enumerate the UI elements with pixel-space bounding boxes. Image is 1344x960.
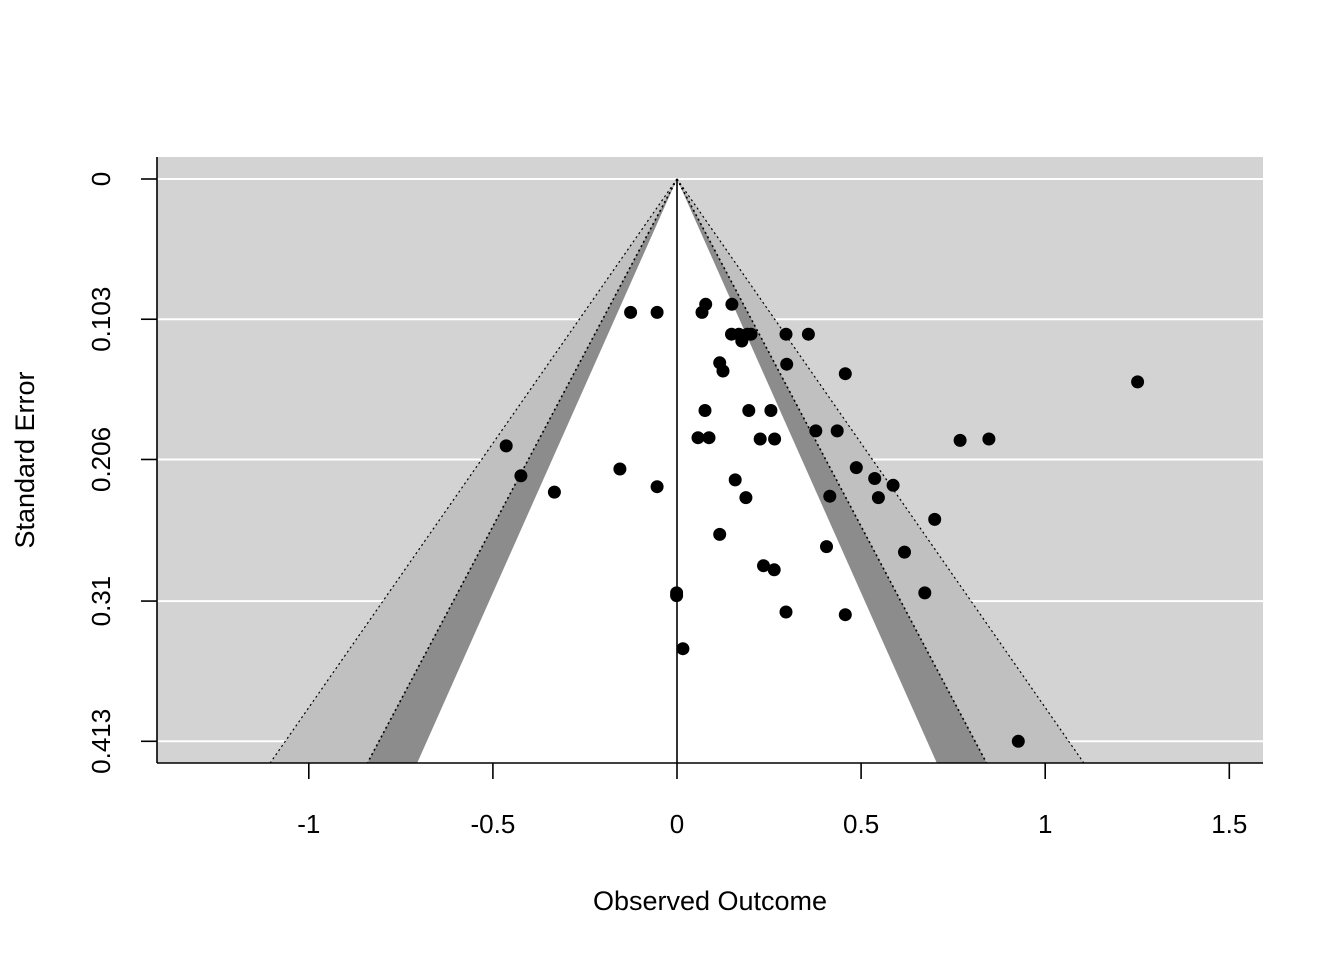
data-point-33 (728, 473, 742, 487)
x-tick-label-4: 1 (1038, 809, 1052, 839)
data-point-39 (871, 491, 885, 505)
data-point-42 (820, 540, 833, 554)
data-point-9 (735, 334, 749, 348)
data-point-46 (918, 586, 932, 600)
data-point-3 (699, 297, 713, 311)
data-point-26 (953, 433, 967, 447)
data-point-0 (624, 305, 638, 319)
data-point-23 (768, 432, 782, 446)
data-point-1 (650, 305, 664, 319)
x-tick-label-2: 0 (670, 809, 684, 839)
data-point-44 (757, 559, 770, 573)
data-point-13 (716, 364, 730, 378)
data-point-8 (744, 327, 758, 341)
data-point-32 (650, 480, 664, 494)
data-point-35 (849, 461, 863, 475)
data-point-17 (698, 404, 712, 417)
data-point-36 (868, 472, 882, 485)
data-point-10 (779, 327, 793, 341)
data-point-37 (886, 478, 900, 492)
data-point-40 (928, 512, 942, 526)
data-point-48 (670, 589, 684, 603)
data-point-21 (702, 431, 716, 445)
data-point-41 (713, 527, 727, 541)
x-tick-label-1: -0.5 (470, 809, 515, 839)
outer-line-left (269, 178, 678, 763)
x-axis-title: Observed Outcome (593, 886, 827, 916)
y-tick-label-4: 0.413 (86, 709, 116, 774)
data-point-31 (613, 462, 627, 476)
y-axis-title: Standard Error (10, 371, 40, 548)
data-point-16 (1131, 375, 1145, 389)
data-point-45 (767, 563, 781, 577)
data-point-28 (499, 439, 513, 453)
data-point-50 (838, 608, 852, 622)
data-point-4 (725, 297, 739, 311)
data-point-34 (739, 491, 753, 505)
data-point-27 (982, 432, 996, 446)
data-point-20 (691, 431, 705, 445)
data-point-38 (823, 489, 837, 503)
y-tick-label-2: 0.206 (86, 427, 116, 492)
x-tick-label-5: 1.5 (1211, 809, 1247, 839)
y-tick-label-0: 0 (86, 172, 116, 186)
y-tick-label-1: 0.103 (86, 287, 116, 352)
data-point-19 (764, 404, 778, 417)
data-point-25 (830, 424, 844, 438)
data-point-14 (780, 357, 794, 371)
data-points (499, 297, 1145, 748)
data-point-22 (753, 432, 767, 446)
data-point-49 (779, 605, 793, 619)
axes: -1 -0.5 0 0.5 1 1.5 0 0.103 0.206 0.31 0.413 (86, 157, 1263, 839)
plot-area (157, 157, 1263, 763)
data-point-18 (742, 404, 756, 417)
data-point-30 (547, 485, 561, 499)
data-point-15 (838, 367, 852, 381)
outer-line-right (676, 178, 1085, 763)
x-tick-label-3: 0.5 (843, 809, 879, 839)
x-tick-label-0: -1 (297, 809, 320, 839)
data-point-11 (801, 327, 815, 341)
data-point-24 (809, 424, 823, 438)
data-point-29 (514, 469, 528, 483)
data-point-51 (676, 642, 690, 656)
ci-line-right (676, 178, 988, 763)
data-point-52 (1011, 734, 1025, 748)
y-tick-label-3: 0.31 (86, 576, 116, 627)
data-point-43 (898, 545, 911, 559)
